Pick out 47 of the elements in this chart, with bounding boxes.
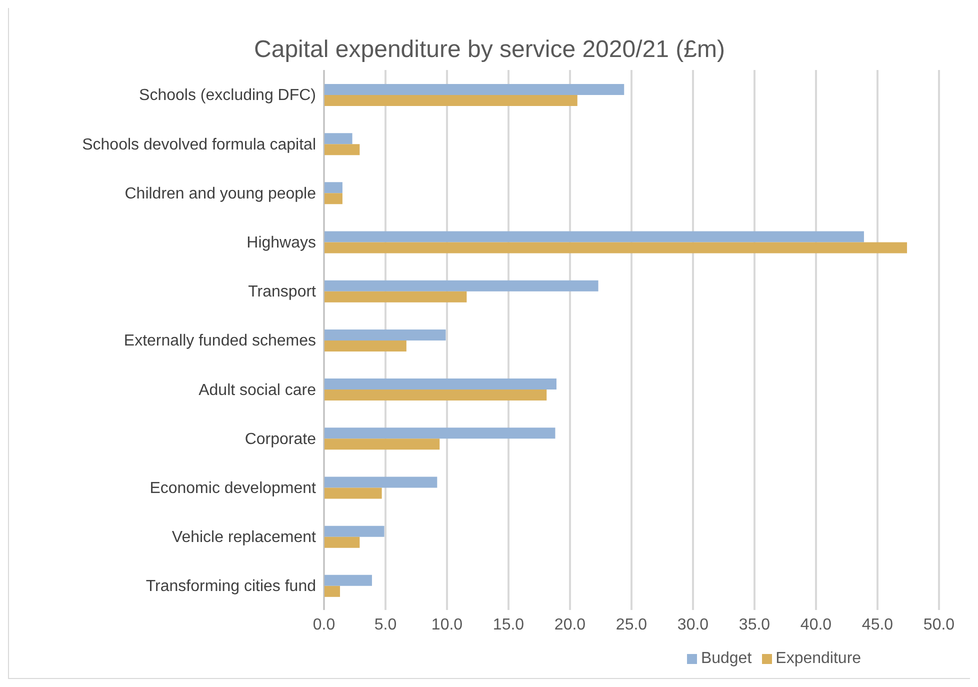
y-tick-label: Children and young people xyxy=(124,185,316,202)
bar xyxy=(324,193,342,204)
x-tick-label: 5.0 xyxy=(374,616,397,634)
y-tick-label: Corporate xyxy=(244,430,316,448)
bar xyxy=(324,536,360,548)
x-tick-label: 10.0 xyxy=(431,616,463,634)
x-tick-label: 20.0 xyxy=(554,616,586,634)
x-tick-label: 50.0 xyxy=(923,616,955,634)
x-tick-label: 15.0 xyxy=(492,616,524,634)
y-tick-label: Economic development xyxy=(150,480,317,497)
bar xyxy=(324,231,864,242)
bar xyxy=(324,586,340,597)
legend-label: Expenditure xyxy=(776,650,862,667)
y-tick-label: Vehicle replacement xyxy=(172,529,317,546)
bar xyxy=(324,95,578,106)
x-tick-label: 25.0 xyxy=(616,616,648,634)
bar xyxy=(324,438,440,450)
bar xyxy=(324,182,342,194)
bar xyxy=(324,84,624,95)
chart-title: Capital expenditure by service 2020/21 (£m) xyxy=(253,35,726,63)
bar xyxy=(324,340,406,352)
y-tick-label: Transport xyxy=(248,284,317,301)
bar xyxy=(324,329,446,340)
x-tick-label: 30.0 xyxy=(677,616,709,634)
bar xyxy=(324,280,598,292)
y-tick-label: Highways xyxy=(246,234,316,252)
bar xyxy=(324,526,384,537)
y-tick-label: Schools devolved formula capital xyxy=(82,136,316,154)
bar xyxy=(324,476,438,488)
x-tick-label: 35.0 xyxy=(738,616,770,634)
y-tick-label: Transforming cities fund xyxy=(146,578,316,596)
bar xyxy=(324,428,556,439)
bar xyxy=(324,291,467,302)
bar xyxy=(324,378,556,390)
x-tick-label: 40.0 xyxy=(800,616,832,634)
bar xyxy=(324,574,372,586)
bar xyxy=(324,144,360,156)
bar xyxy=(324,390,547,401)
y-tick-label: Schools (excluding DFC) xyxy=(139,87,316,104)
y-tick-label: Adult social care xyxy=(198,382,316,399)
legend-label: Budget xyxy=(700,650,752,667)
bar xyxy=(324,133,352,144)
x-tick-label: 0.0 xyxy=(312,616,336,634)
y-tick-label: Externally funded schemes xyxy=(124,332,316,350)
x-tick-label: 45.0 xyxy=(862,616,894,634)
bar xyxy=(324,242,908,254)
bar xyxy=(324,488,382,499)
